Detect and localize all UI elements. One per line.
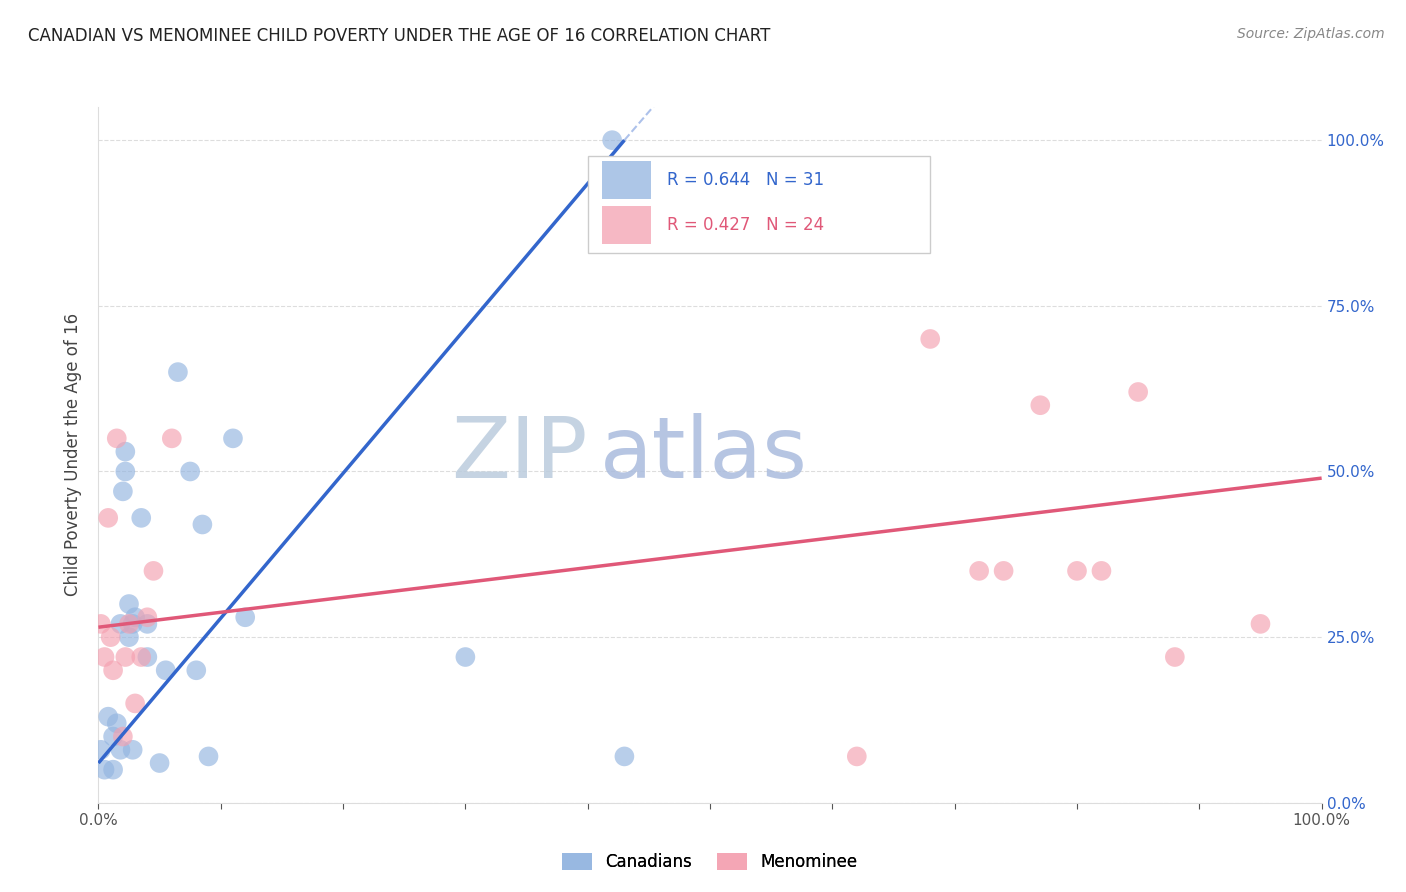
Point [179, 465, 201, 479]
Point [114, 650, 136, 665]
Point [149, 756, 172, 770]
Point [233, 610, 256, 624]
Point [97, 709, 120, 723]
Point [1090, 564, 1112, 578]
Point [136, 650, 159, 665]
Point [613, 749, 636, 764]
Point [100, 630, 122, 644]
Point [97, 511, 120, 525]
Point [600, 133, 623, 147]
Bar [588, 156, 931, 253]
Text: Source: ZipAtlas.com: Source: ZipAtlas.com [1237, 27, 1385, 41]
Bar [602, 161, 651, 199]
Point [114, 465, 136, 479]
Point [845, 749, 868, 764]
Point [110, 616, 132, 631]
Point [118, 630, 141, 644]
Point [101, 763, 124, 777]
Point [114, 444, 136, 458]
Point [197, 749, 219, 764]
Point [129, 511, 152, 525]
Point [993, 564, 1015, 578]
Point [1249, 616, 1271, 631]
Point [101, 663, 124, 677]
Point [121, 743, 143, 757]
Point [121, 616, 143, 631]
Point [110, 743, 132, 757]
Point [124, 610, 146, 624]
Point [1029, 398, 1052, 412]
Point [118, 616, 141, 631]
Point [90, 616, 112, 631]
Point [118, 597, 141, 611]
Point [167, 365, 190, 379]
Point [124, 697, 146, 711]
Point [105, 716, 128, 731]
Point [186, 663, 208, 677]
Point [1066, 564, 1088, 578]
Point [191, 517, 214, 532]
Point [155, 663, 177, 677]
Point [160, 431, 183, 445]
Y-axis label: Child Poverty Under the Age of 16: Child Poverty Under the Age of 16 [63, 313, 82, 597]
Point [1164, 650, 1187, 665]
Point [967, 564, 990, 578]
Legend: Canadians, Menominee: Canadians, Menominee [555, 847, 865, 878]
Text: atlas: atlas [600, 413, 808, 497]
Point [90, 743, 112, 757]
Text: CANADIAN VS MENOMINEE CHILD POVERTY UNDER THE AGE OF 16 CORRELATION CHART: CANADIAN VS MENOMINEE CHILD POVERTY UNDE… [28, 27, 770, 45]
Point [101, 730, 124, 744]
Point [93, 763, 115, 777]
Point [93, 650, 115, 665]
Point [136, 616, 159, 631]
Bar [602, 206, 651, 244]
Point [111, 484, 134, 499]
Point [136, 610, 159, 624]
Point [142, 564, 165, 578]
Point [105, 431, 128, 445]
Text: R = 0.427   N = 24: R = 0.427 N = 24 [668, 217, 824, 235]
Point [129, 650, 152, 665]
Point [1128, 384, 1150, 399]
Point [111, 730, 134, 744]
Point [454, 650, 477, 665]
Text: R = 0.644   N = 31: R = 0.644 N = 31 [668, 171, 824, 189]
Text: ZIP: ZIP [451, 413, 588, 497]
Point [222, 431, 245, 445]
Point [920, 332, 942, 346]
